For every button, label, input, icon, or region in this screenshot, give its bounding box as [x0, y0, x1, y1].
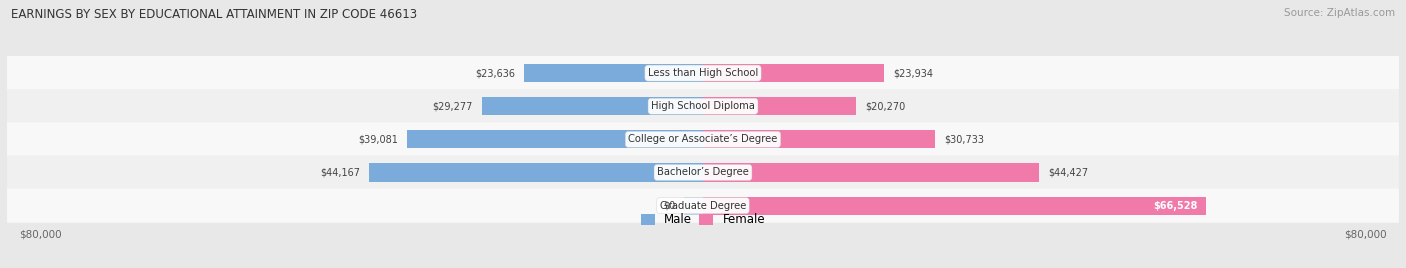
Text: Graduate Degree: Graduate Degree: [659, 201, 747, 211]
Bar: [703, 64, 884, 82]
Legend: Male, Female: Male, Female: [641, 213, 765, 226]
Text: $29,277: $29,277: [432, 101, 472, 111]
Text: Bachelor’s Degree: Bachelor’s Degree: [657, 168, 749, 177]
Bar: [703, 163, 1039, 182]
Bar: [685, 196, 703, 215]
Text: $30,733: $30,733: [945, 134, 984, 144]
Text: $44,167: $44,167: [319, 168, 360, 177]
Text: $23,636: $23,636: [475, 68, 515, 78]
Text: $20,270: $20,270: [866, 101, 905, 111]
Bar: [524, 64, 703, 82]
Bar: [368, 163, 703, 182]
FancyBboxPatch shape: [7, 155, 1399, 189]
FancyBboxPatch shape: [7, 122, 1399, 157]
FancyBboxPatch shape: [7, 89, 1399, 123]
Text: College or Associate’s Degree: College or Associate’s Degree: [628, 134, 778, 144]
Bar: [703, 97, 856, 115]
Text: EARNINGS BY SEX BY EDUCATIONAL ATTAINMENT IN ZIP CODE 46613: EARNINGS BY SEX BY EDUCATIONAL ATTAINMEN…: [11, 8, 418, 21]
Text: $44,427: $44,427: [1047, 168, 1088, 177]
Text: $23,934: $23,934: [893, 68, 934, 78]
Bar: [408, 130, 703, 148]
Text: $0: $0: [664, 201, 676, 211]
FancyBboxPatch shape: [7, 189, 1399, 223]
Text: Less than High School: Less than High School: [648, 68, 758, 78]
FancyBboxPatch shape: [7, 56, 1399, 90]
Bar: [703, 196, 1206, 215]
Text: $39,081: $39,081: [359, 134, 398, 144]
Text: High School Diploma: High School Diploma: [651, 101, 755, 111]
Text: $80,000: $80,000: [1344, 230, 1386, 240]
Text: $80,000: $80,000: [20, 230, 62, 240]
Text: Source: ZipAtlas.com: Source: ZipAtlas.com: [1284, 8, 1395, 18]
Bar: [703, 130, 935, 148]
Text: $66,528: $66,528: [1153, 201, 1197, 211]
Bar: [481, 97, 703, 115]
